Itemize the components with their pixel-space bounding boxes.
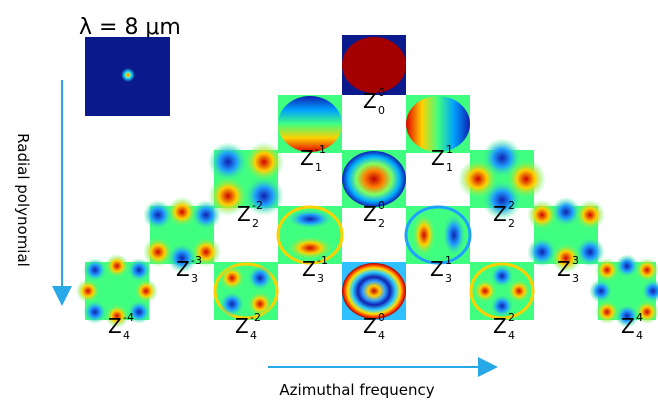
mode-azimuthal-index: 0 — [378, 199, 385, 212]
mode-azimuthal-index: 0 — [378, 311, 385, 324]
mode-letter: Z — [430, 257, 444, 281]
beam-spot-inset — [85, 37, 170, 116]
mode-label: Z 2 4 — [493, 311, 515, 342]
mode-letter: Z — [493, 314, 507, 338]
mode-label: Z 1 3 — [430, 254, 452, 285]
mode-label: Z 1 1 — [431, 143, 453, 174]
zernike-tile-z2-0 — [342, 150, 406, 208]
mode-letter: Z — [431, 146, 445, 170]
zernike-tile-z4-m2 — [213, 262, 279, 320]
mode-label: Z -4 4 — [108, 311, 134, 342]
mode-label: Z 4 4 — [621, 311, 643, 342]
mode-radial-index: 4 — [508, 329, 515, 342]
mode-azimuthal-index: 3 — [572, 254, 579, 267]
mode-azimuthal-index: 1 — [446, 143, 453, 156]
azimuthal-axis-label: Azimuthal frequency — [279, 381, 434, 399]
zernike-tile-z3-m3 — [143, 197, 221, 273]
mode-radial-index: 3 — [317, 272, 324, 285]
zernike-tile-z0-0 — [342, 35, 406, 95]
mode-label: Z 0 2 — [363, 199, 385, 230]
mode-letter: Z — [363, 314, 377, 338]
mode-label: Z -2 2 — [237, 199, 263, 230]
mode-radial-index: 3 — [445, 272, 452, 285]
mode-radial-index: 4 — [250, 329, 257, 342]
mode-letter: Z — [237, 202, 251, 226]
zernike-tile-z2-2 — [458, 138, 546, 220]
mode-label: Z 2 2 — [493, 199, 515, 230]
zernike-tile-z4-2 — [469, 262, 535, 320]
mode-radial-index: 3 — [572, 272, 579, 285]
mode-letter: Z — [302, 257, 316, 281]
mode-radial-index: 4 — [636, 329, 643, 342]
mode-letter: Z — [493, 202, 507, 226]
mode-radial-index: 1 — [315, 161, 322, 174]
mode-label: Z 0 4 — [363, 311, 385, 342]
zernike-tile-z4-4 — [589, 254, 658, 328]
zernike-tile-z3-m1 — [276, 205, 344, 265]
mode-letter: Z — [176, 257, 190, 281]
zernike-tile-z3-3 — [527, 197, 605, 273]
mode-letter: Z — [621, 314, 635, 338]
mode-radial-index: 4 — [123, 329, 130, 342]
mode-radial-index: 2 — [378, 217, 385, 230]
mode-letter: Z — [108, 314, 122, 338]
zernike-tile-z4-m4 — [76, 254, 158, 328]
mode-radial-index: 3 — [191, 272, 198, 285]
mode-azimuthal-index: -1 — [315, 143, 326, 156]
mode-azimuthal-index: -2 — [252, 199, 263, 212]
mode-radial-index: 1 — [446, 161, 453, 174]
mode-azimuthal-index: -4 — [123, 311, 134, 324]
mode-label: Z -3 3 — [176, 254, 202, 285]
mode-letter: Z — [557, 257, 571, 281]
mode-azimuthal-index: -1 — [317, 254, 328, 267]
mode-azimuthal-index: -2 — [250, 311, 261, 324]
mode-label: Z 3 3 — [557, 254, 579, 285]
mode-letter: Z — [300, 146, 314, 170]
mode-radial-index: 0 — [378, 104, 385, 117]
mode-azimuthal-index: 4 — [636, 311, 643, 324]
mode-radial-index: 4 — [378, 329, 385, 342]
zernike-tile-z3-1 — [404, 205, 472, 265]
mode-letter: Z — [235, 314, 249, 338]
mode-label: Z -1 3 — [302, 254, 328, 285]
mode-letter: Z — [363, 202, 377, 226]
mode-label: Z -2 4 — [235, 311, 261, 342]
mode-azimuthal-index: 2 — [508, 311, 515, 324]
mode-radial-index: 2 — [252, 217, 259, 230]
zernike-tile-z4-0 — [342, 262, 406, 320]
mode-radial-index: 2 — [508, 217, 515, 230]
zernike-tile-z1-m1 — [278, 95, 342, 153]
mode-azimuthal-index: -3 — [191, 254, 202, 267]
mode-letter: Z — [363, 89, 377, 113]
mode-azimuthal-index: 1 — [445, 254, 452, 267]
radial-axis-label: Radial polynomial — [14, 133, 32, 267]
zernike-tile-z1-1 — [406, 95, 470, 153]
mode-label: Z 0 0 — [363, 86, 385, 117]
wavelength-label: λ = 8 μm — [79, 15, 181, 40]
mode-azimuthal-index: 2 — [508, 199, 515, 212]
mode-label: Z -1 1 — [300, 143, 326, 174]
mode-azimuthal-index: 0 — [378, 86, 385, 99]
